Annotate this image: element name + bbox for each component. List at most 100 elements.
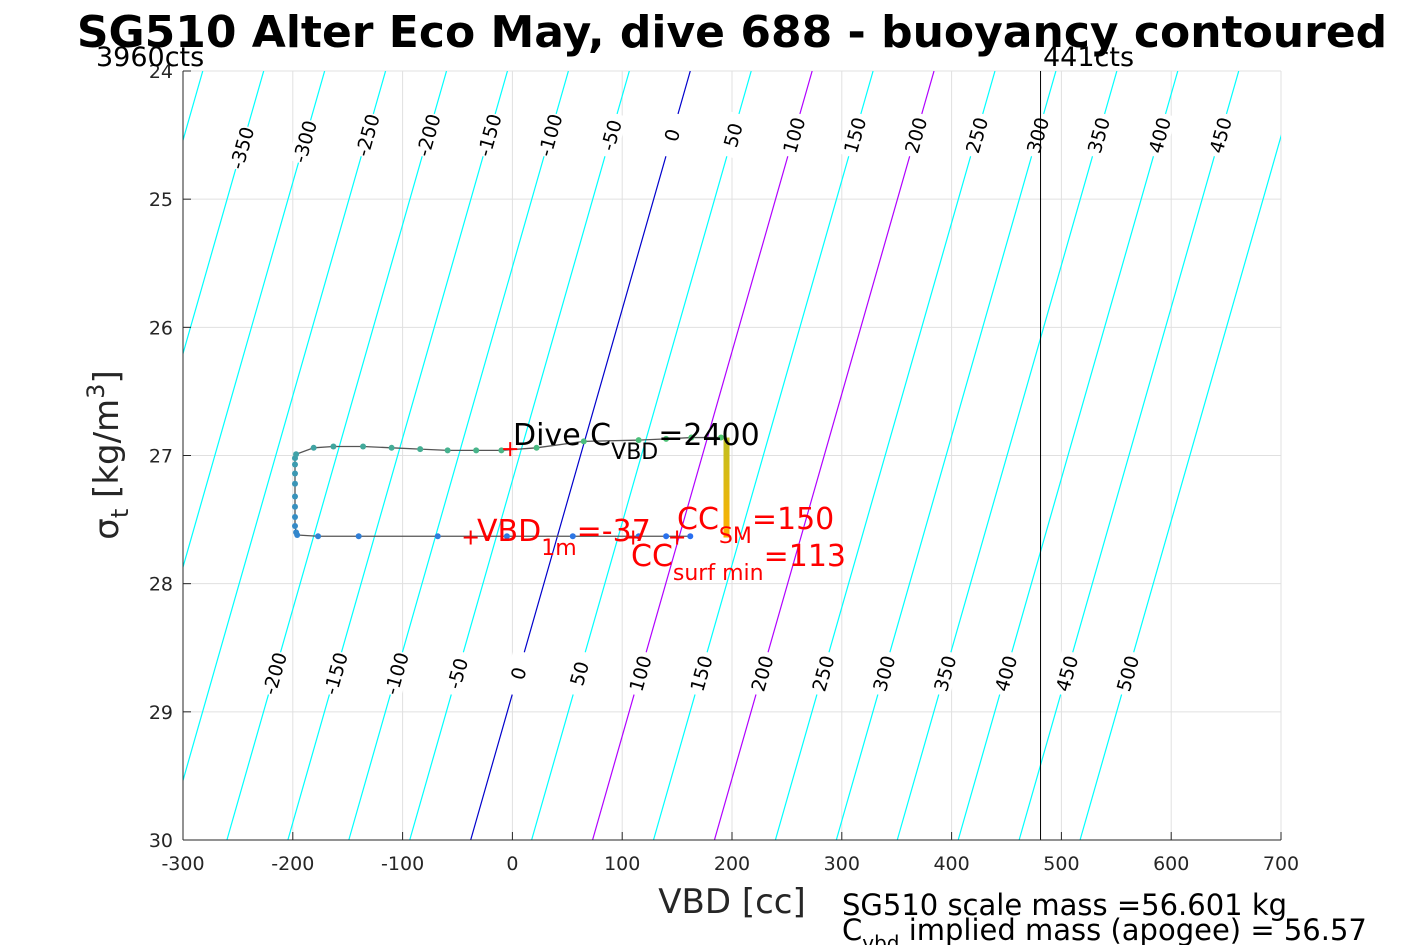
data-point [310, 444, 317, 451]
data-point [315, 533, 322, 540]
contour-label-bg [225, 123, 259, 173]
data-point [293, 451, 300, 458]
contour-line [1079, 134, 1281, 840]
contour-label-bg [257, 649, 292, 698]
y-tick-label: 26 [149, 317, 173, 339]
contour-label-bg [899, 110, 933, 160]
axis-ticks: -300 -200 -100 0 100 200 300 400 500 600 700242526… [149, 61, 1299, 875]
contour-line [896, 71, 1118, 840]
x-tick-label: 0 [506, 853, 518, 875]
contour-label-bg [806, 649, 840, 698]
data-point [330, 443, 337, 450]
contour-label-bg [1203, 110, 1238, 160]
data-point [718, 434, 725, 441]
y-tick-label: 24 [149, 61, 173, 83]
dive-cvbd-annotation: Dive CVBD=2400 [513, 418, 760, 465]
data-point [417, 446, 424, 453]
contour-line [835, 71, 1057, 840]
contour-line [348, 71, 569, 840]
y-tick-label: 28 [149, 574, 173, 596]
data-point [293, 529, 300, 536]
x-tick-label: -200 [271, 853, 314, 875]
contour-label: 0 [661, 127, 685, 145]
contour-line [470, 71, 691, 840]
y-axis-label-sub: t [106, 509, 134, 518]
contour-label-bg [838, 110, 872, 160]
contour-line [713, 71, 935, 840]
data-point [355, 533, 362, 540]
y-axis-label: σt [kg/m3] [82, 370, 134, 539]
data-point [687, 533, 694, 540]
y-tick-label: 27 [149, 446, 173, 468]
contour-line [957, 71, 1179, 840]
y-axis-label-symbol: σ [87, 518, 127, 540]
contour-label-bg [287, 117, 322, 166]
contour-label-bg [411, 110, 445, 160]
x-tick-label: 300 [824, 853, 860, 875]
implied-mass-text: Cvbd implied mass (apogee) = 56.57 [842, 913, 1367, 945]
data-point [291, 522, 298, 529]
buoyancy-contours [183, 71, 1281, 840]
contour-label-bg [745, 649, 779, 698]
data-point [388, 444, 395, 451]
contour-label-bg [1081, 110, 1116, 160]
counts-right-label: 441cts [1043, 42, 1134, 73]
contour-line [591, 71, 813, 840]
contour-line [774, 71, 996, 840]
data-point [434, 533, 441, 540]
y-axis-label-sup: 3 [82, 384, 110, 399]
cc-sm-annotation: CCSM=150 [677, 502, 834, 549]
sm-bar [723, 437, 730, 538]
contour-label-bg [684, 649, 718, 698]
data-point [473, 447, 480, 454]
contour-label-bg [1050, 649, 1084, 698]
contour-line [652, 71, 874, 840]
data-point [291, 480, 298, 487]
chart-title: SG510 Alter Eco May, dive 688 - buoyancy… [77, 7, 1387, 58]
x-tick-label: -300 [161, 853, 204, 875]
vbd-1m-annotation: VBD1m=-37 [477, 514, 651, 561]
y-axis-label-unit: [kg/m [87, 399, 127, 498]
contour-label-bg [960, 110, 994, 160]
contour-label-bg [594, 110, 628, 160]
contour-label-bg [1142, 110, 1177, 160]
contour-line [409, 71, 630, 840]
data-point [688, 434, 695, 441]
contour-label-bg [350, 110, 384, 160]
contour-label-bg [867, 649, 901, 698]
y-tick-label: 29 [149, 702, 173, 724]
contour-label-bg [928, 649, 962, 698]
data-point [291, 461, 298, 468]
data-point [360, 443, 367, 450]
data-point [498, 447, 505, 454]
contour-line [183, 71, 387, 783]
data-point [503, 533, 510, 540]
data-point [663, 533, 670, 540]
data-point [291, 470, 298, 477]
contour-label-bg [440, 649, 474, 698]
grid [182, 70, 1282, 841]
y-tick-label: 30 [149, 830, 173, 852]
dive-data [291, 434, 730, 545]
x-tick-label: 600 [1153, 853, 1189, 875]
contour-label-bg [716, 110, 750, 160]
data-point [444, 447, 451, 454]
contour-line [183, 71, 326, 570]
data-point [533, 444, 540, 451]
contour-label-bg [1111, 649, 1145, 698]
data-point [291, 514, 298, 521]
contour-label-bg [623, 649, 657, 698]
contour-label-bg [989, 649, 1023, 698]
contour-label-bg [562, 649, 596, 698]
x-tick-label: 500 [1043, 853, 1079, 875]
data-point [663, 435, 670, 442]
contour-label-bg [379, 649, 413, 698]
x-tick-label: 100 [604, 853, 640, 875]
contour-label-bg [533, 110, 567, 160]
data-point [291, 493, 298, 500]
data-point [291, 503, 298, 510]
data-point [635, 437, 642, 444]
x-tick-label: -100 [381, 853, 424, 875]
x-tick-label: 200 [714, 853, 750, 875]
contour-label-bg [501, 649, 535, 698]
